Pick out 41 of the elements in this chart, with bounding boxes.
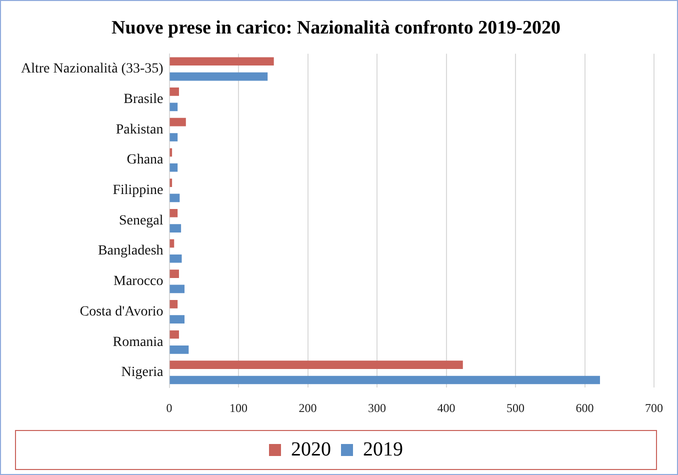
bar: [170, 102, 178, 112]
y-tick-label: Altre Nazionalità (33-35): [20, 62, 164, 77]
bar: [170, 284, 185, 294]
x-tick-label: 600: [576, 400, 594, 415]
bar: [170, 88, 179, 96]
y-tick-label: Romania: [112, 334, 164, 350]
bar: [170, 57, 274, 66]
bar: [170, 330, 179, 339]
y-tick-label: Filippine: [112, 183, 164, 198]
y-tick-label: Senegal: [118, 213, 164, 228]
y-tick-label: Marocco: [114, 274, 164, 290]
bar: [170, 300, 178, 308]
bar: [170, 224, 182, 232]
chart-title: Nuove prese in carico: Nazionalità confronto 2019-2020: [112, 17, 560, 38]
bar: [170, 254, 182, 263]
bar: [170, 72, 268, 81]
legend-label: 2020: [291, 438, 331, 460]
bar: [170, 133, 178, 142]
bar: [170, 345, 189, 354]
legend-label: 2019: [363, 438, 403, 460]
x-tick-label: 300: [368, 400, 386, 415]
y-tick-label: Pakistan: [116, 122, 164, 138]
bar: [170, 118, 186, 126]
y-tick-label: Nigeria: [121, 365, 164, 380]
x-tick-label: 500: [506, 400, 525, 415]
bar: [170, 315, 185, 324]
x-tick-label: 700: [645, 400, 663, 415]
bar: [170, 194, 180, 202]
bar: [170, 376, 600, 384]
y-tick-label: Bangladesh: [98, 244, 164, 259]
x-tick-label: 400: [437, 400, 456, 415]
y-tick-label: Ghana: [126, 152, 164, 168]
bar: [170, 360, 463, 370]
y-tick-label: Brasile: [124, 92, 164, 107]
x-tick-label: 100: [230, 400, 248, 415]
x-tick-label: 0: [166, 400, 172, 415]
bar: [170, 208, 178, 218]
bar: [170, 163, 178, 172]
bar: [170, 270, 179, 278]
x-tick-label: 200: [298, 400, 317, 415]
y-tick-label: Costa d'Avorio: [80, 304, 164, 320]
